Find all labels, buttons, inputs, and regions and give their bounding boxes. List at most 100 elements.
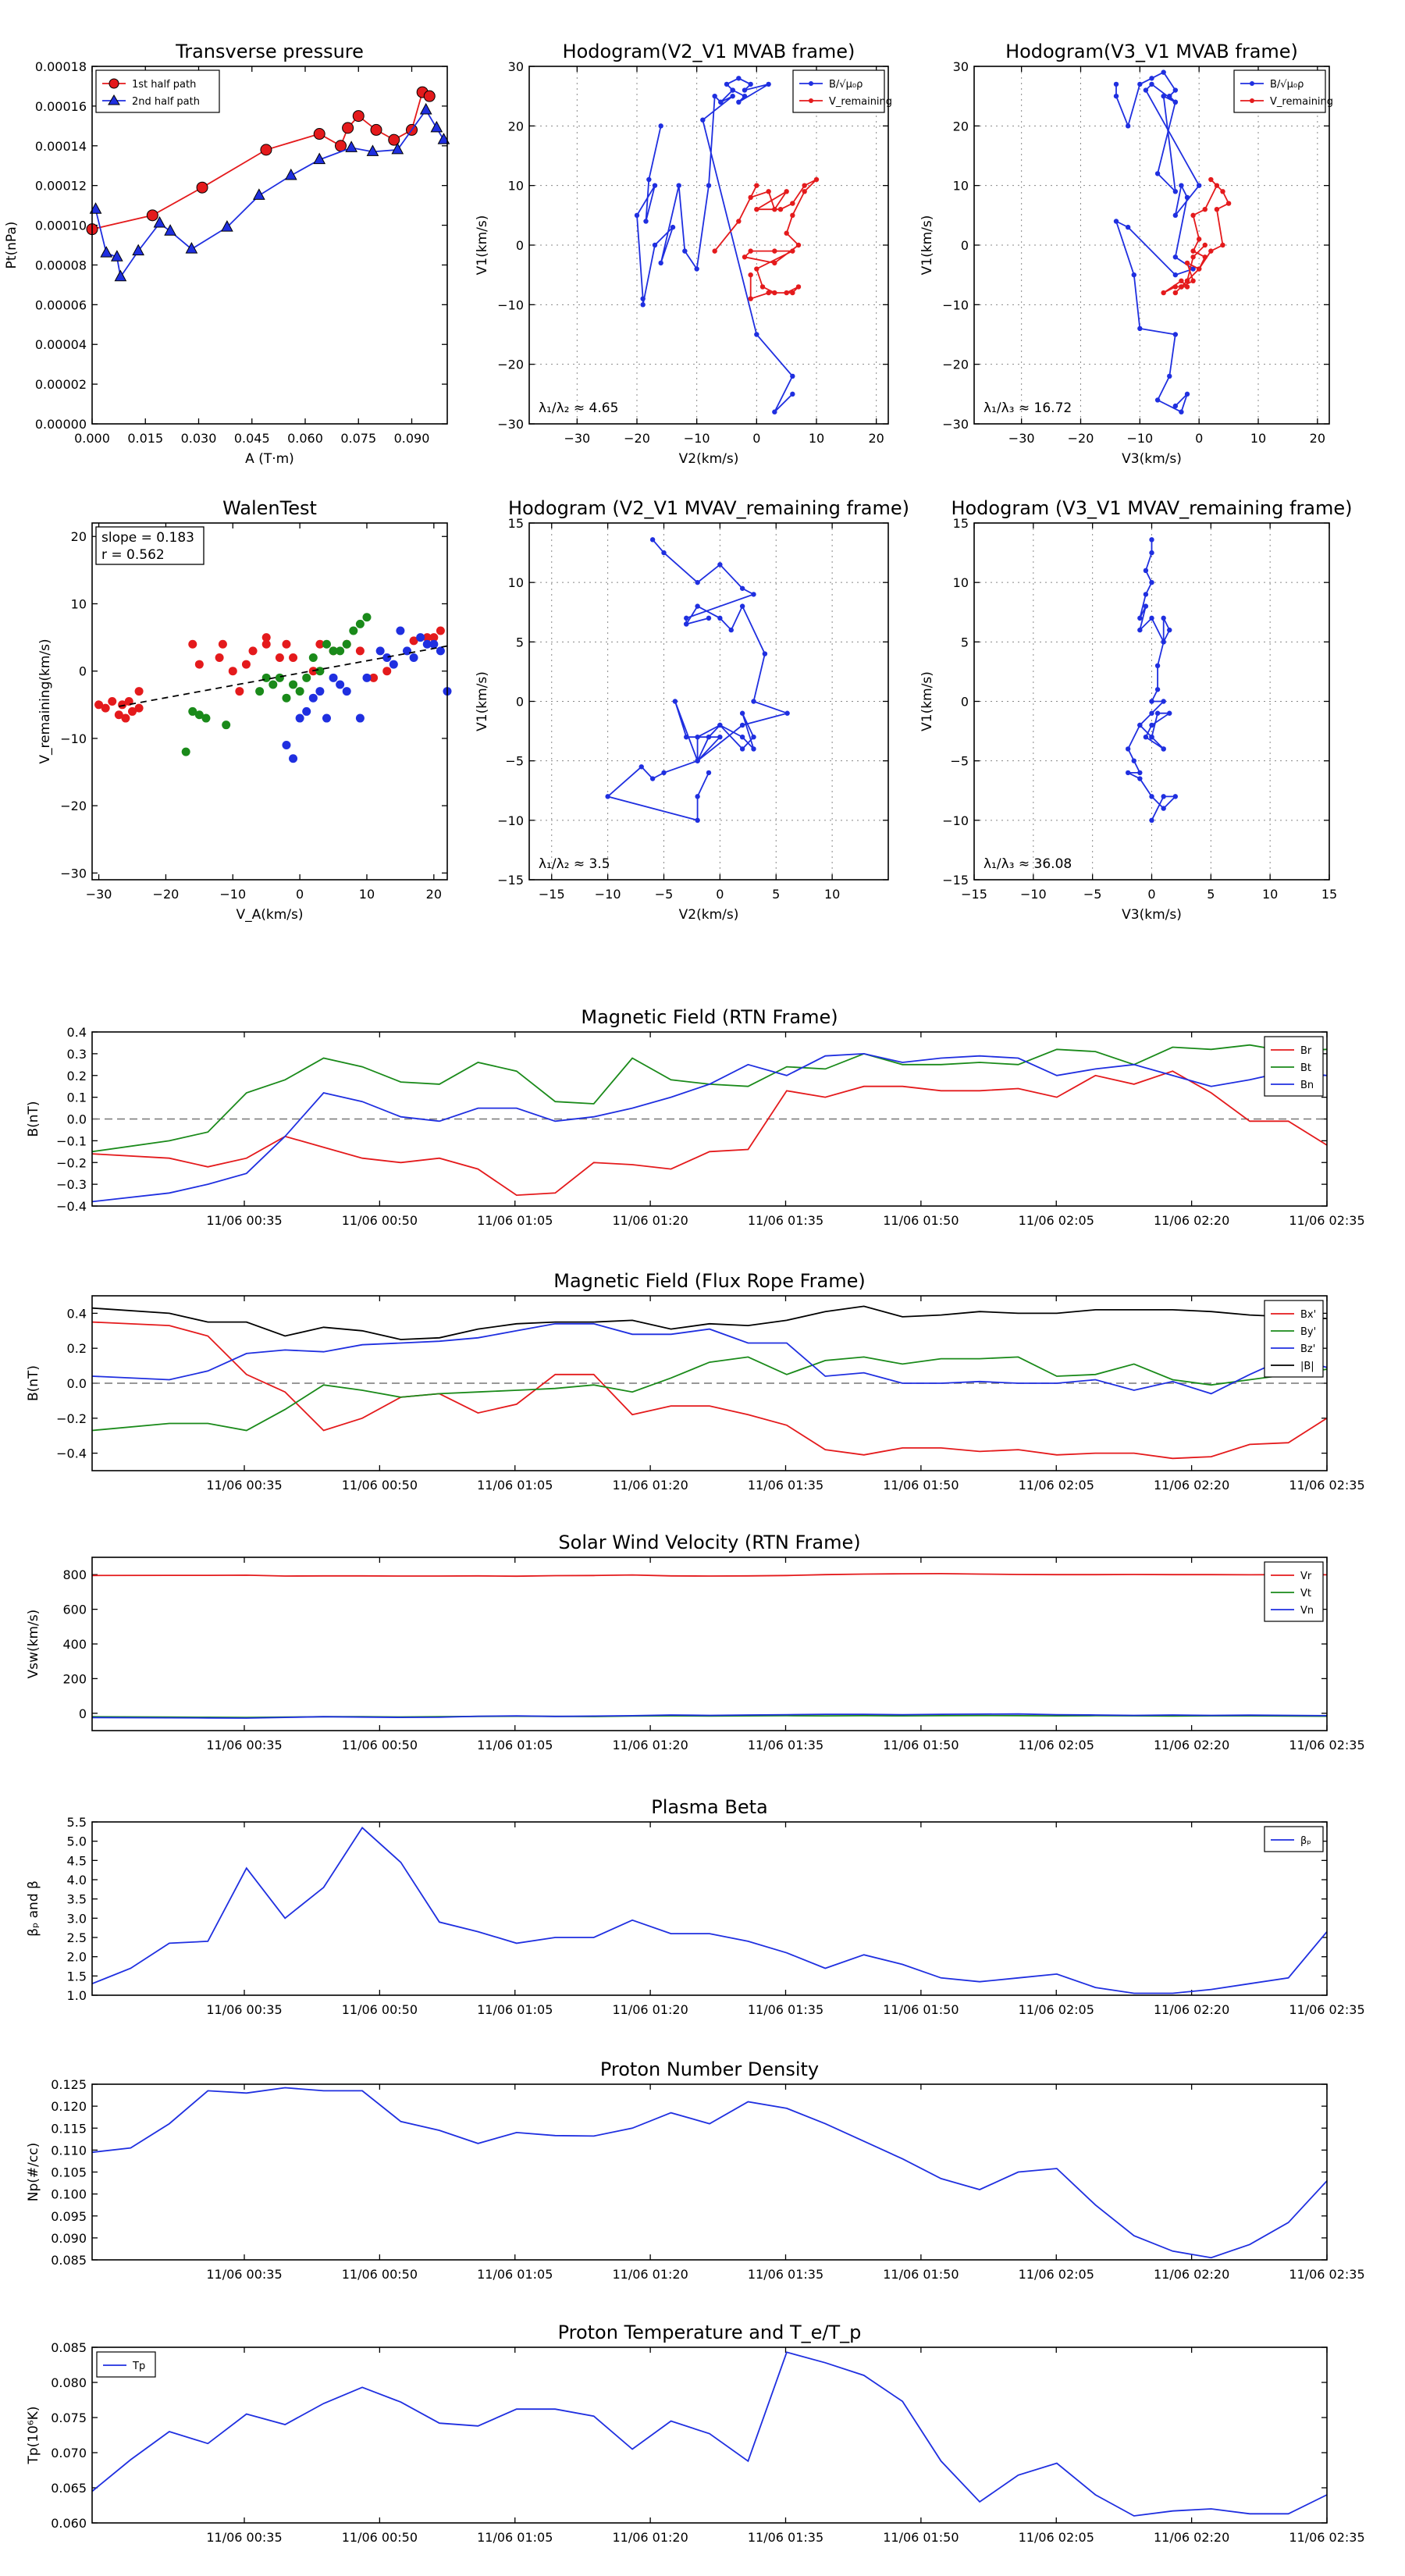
data-point — [739, 585, 745, 591]
data-point — [1137, 770, 1143, 776]
data-point — [362, 613, 372, 622]
legend-label: Vr — [1300, 1571, 1312, 1582]
data-point — [101, 703, 110, 713]
y-tick-label: 0.00004 — [35, 337, 87, 352]
x-tick-label: 11/06 01:50 — [883, 1213, 959, 1228]
y-tick-label: −0.1 — [56, 1133, 87, 1148]
data-point — [1125, 224, 1131, 230]
x-tick-label: 0 — [716, 887, 724, 902]
data-point — [1196, 266, 1202, 272]
y-tick-label: 0.4 — [67, 1025, 87, 1040]
y-axis-label: Np(#/cc) — [26, 2143, 41, 2201]
y-tick-label: 0.0 — [67, 1112, 87, 1127]
chart-title: Magnetic Field (RTN Frame) — [581, 1006, 838, 1028]
x-tick-label: 11/06 01:50 — [883, 1478, 959, 1493]
y-tick-label: 0.00014 — [35, 139, 87, 154]
legend-marker — [1250, 81, 1254, 86]
legend-marker — [1250, 98, 1254, 103]
x-tick-label: 11/06 01:20 — [612, 1213, 688, 1228]
data-point — [672, 699, 678, 704]
data-point — [790, 248, 795, 254]
x-axis-label: A (T·m) — [245, 451, 294, 467]
x-tick-label: 11/06 01:35 — [748, 2002, 823, 2017]
data-point — [1190, 266, 1196, 272]
legend-label: Tp — [132, 2361, 145, 2372]
x-tick-label: 11/06 01:50 — [883, 2267, 959, 2282]
y-tick-label: 5 — [516, 635, 524, 649]
data-point — [134, 687, 144, 696]
x-tick-label: −10 — [684, 431, 710, 446]
data-point — [111, 250, 123, 262]
plot-border — [528, 522, 889, 881]
data-point — [1143, 592, 1149, 597]
data-point — [196, 181, 208, 194]
data-point — [1137, 81, 1143, 87]
data-point — [1137, 627, 1143, 633]
x-tick-label: 11/06 02:20 — [1154, 1738, 1229, 1752]
data-point — [222, 720, 231, 730]
y-tick-label: 0.00018 — [35, 59, 87, 74]
series-line — [91, 1052, 1328, 1203]
y-tick-label: 0.095 — [51, 2209, 87, 2224]
plot-border — [528, 66, 889, 425]
data-point — [164, 224, 176, 236]
data-point — [1154, 687, 1161, 692]
series-line — [91, 1322, 1328, 1395]
x-axis-label: V2(km/s) — [679, 451, 739, 467]
x-tick-label: 11/06 00:50 — [342, 2267, 418, 2282]
data-point — [1179, 183, 1184, 188]
y-tick-label: −30 — [60, 866, 87, 881]
data-point — [640, 296, 646, 301]
data-point — [1161, 699, 1166, 704]
annotation-eigen-ratio: λ₁/λ₃ ≈ 36.08 — [984, 856, 1072, 872]
y-tick-label: 0.3 — [67, 1047, 87, 1062]
chart-timeseries-7: 11/06 00:35 11/06 00:50 11/06 01:05 11/06 0… — [26, 1270, 1365, 1493]
data-point — [1167, 373, 1172, 379]
data-point — [790, 212, 795, 219]
data-point — [1172, 403, 1179, 409]
data-point — [728, 627, 734, 633]
y-tick-label: 0.00008 — [35, 258, 87, 272]
legend-label: Vn — [1300, 1605, 1314, 1617]
data-point — [751, 746, 756, 752]
data-point — [1172, 99, 1179, 105]
data-point — [260, 144, 272, 156]
data-point — [772, 260, 777, 266]
data-point — [730, 93, 735, 99]
data-point — [313, 152, 326, 165]
data-point — [1149, 76, 1154, 81]
data-point — [1190, 248, 1196, 254]
data-point — [422, 639, 432, 649]
data-point — [640, 302, 646, 308]
legend-marker — [809, 98, 813, 103]
y-tick-label: 0.065 — [51, 2481, 87, 2496]
x-tick-label: 0.075 — [340, 431, 376, 446]
x-tick-label: 11/06 02:20 — [1154, 2267, 1229, 2282]
x-tick-label: 11/06 01:20 — [612, 1738, 688, 1752]
x-tick-label: −15 — [961, 887, 987, 902]
annotation-eigen-ratio: λ₁/λ₂ ≈ 4.65 — [539, 400, 618, 416]
data-point — [261, 673, 271, 682]
data-point — [717, 615, 723, 621]
y-axis-label: V1(km/s) — [919, 215, 935, 276]
data-point — [649, 537, 656, 543]
data-point — [1125, 770, 1131, 776]
data-point — [201, 713, 211, 723]
legend-box — [1264, 1036, 1324, 1097]
data-point — [108, 697, 117, 706]
y-tick-label: 0.4 — [67, 1306, 87, 1321]
legend-box — [1264, 1826, 1324, 1852]
data-point — [134, 703, 144, 713]
data-point — [736, 219, 742, 224]
data-point — [658, 260, 663, 266]
data-point — [194, 710, 204, 720]
data-point — [1161, 794, 1166, 799]
data-point — [1167, 710, 1172, 716]
y-tick-label: −20 — [942, 358, 969, 372]
x-tick-label: 0 — [1147, 887, 1155, 902]
chart-transverse-pressure: 0.000 0.015 0.030 0.045 0.060 0.075 0.090 0.000… — [4, 41, 450, 467]
y-axis-label: V1(km/s) — [919, 671, 935, 731]
y-tick-label: −0.2 — [56, 1155, 87, 1170]
data-point — [1149, 794, 1154, 799]
legend-label: Bx' — [1300, 1309, 1316, 1321]
